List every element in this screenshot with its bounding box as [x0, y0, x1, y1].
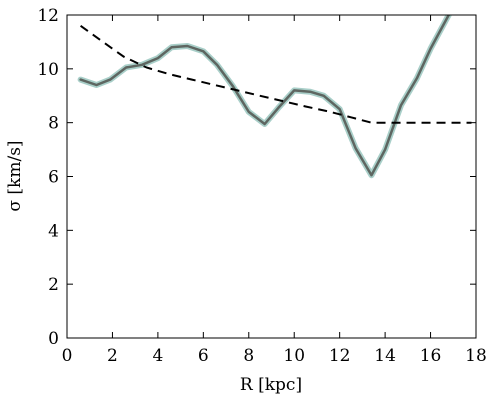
x-tick-label: 2: [107, 346, 118, 366]
x-tick-label: 8: [243, 346, 254, 366]
y-axis: 0 2 4 6 8 10 12: [37, 6, 476, 349]
x-tick-label: 6: [198, 346, 209, 366]
x-tick-label: 0: [62, 346, 73, 366]
y-tick-label: 4: [48, 221, 59, 241]
y-tick-label: 0: [48, 329, 59, 349]
reference-dashed-line: [80, 24, 472, 124]
y-tick-label: 2: [48, 275, 59, 295]
plot-area: [67, 15, 476, 338]
y-axis-label: σ [km/s]: [5, 140, 25, 211]
x-axis-label: R [kpc]: [240, 375, 302, 395]
x-axis: 0 2 4 6 8 10 12 14 16 18: [62, 15, 487, 366]
x-tick-label: 10: [283, 346, 305, 366]
x-tick-label: 12: [329, 346, 351, 366]
dispersion-profile-line: [79, 15, 450, 177]
y-tick-label: 12: [37, 6, 59, 26]
x-tick-label: 18: [465, 346, 487, 366]
series-layer: [77, 15, 472, 179]
y-tick-label: 8: [48, 114, 59, 134]
y-tick-label: 6: [48, 168, 59, 188]
x-tick-label: 14: [374, 346, 396, 366]
y-tick-label: 10: [37, 60, 59, 80]
x-tick-label: 16: [420, 346, 442, 366]
x-tick-label: 4: [152, 346, 163, 366]
